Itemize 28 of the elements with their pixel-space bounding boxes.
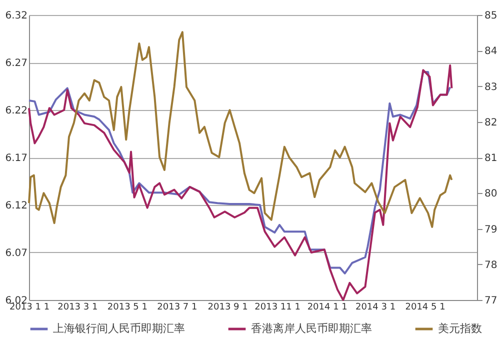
x-tick-label: 2014 3 1: [355, 302, 396, 312]
x-tick-label: 2013 9 1: [208, 302, 248, 312]
y-tick-label: 6.32: [5, 10, 28, 22]
y2-tick-label: 84: [484, 46, 498, 58]
y2-tick-label: 82: [484, 117, 498, 128]
y-tick-label: 6.17: [5, 153, 28, 164]
y-tick-label: 6.27: [5, 58, 28, 69]
line-series: [28, 31, 453, 228]
y2-tick-label: 78: [484, 260, 498, 271]
y2-tick-label: 80: [484, 188, 498, 200]
x-tick-label: 2013 5 1: [107, 302, 148, 312]
x-tick-label: 2014 1 1: [307, 302, 348, 312]
legend-label: 上海银行间人民币即期汇率: [53, 322, 185, 335]
y-tick-label: 6.07: [5, 248, 28, 259]
x-tick-label: 2014 5 1: [405, 302, 446, 312]
y-tick-label: 6.22: [5, 106, 28, 116]
y2-tick-label: 85: [484, 10, 498, 22]
y2-tick-label: 83: [484, 82, 498, 93]
y2-tick-label: 77: [484, 296, 498, 306]
y2-tick-label: 79: [484, 224, 498, 236]
y-tick-label: 6.12: [5, 200, 28, 212]
x-tick-label: 2013 1 1: [9, 302, 50, 312]
y2-tick-label: 81: [484, 153, 498, 164]
x-tick-label: 2013 7 1: [157, 302, 198, 312]
x-tick-label: 2013 11 1: [254, 302, 300, 312]
legend-label: 香港离岸人民币即期汇率: [251, 322, 372, 335]
x-tick-label: 2013 3 1: [58, 302, 98, 312]
legend-label: 美元指数: [438, 322, 482, 335]
